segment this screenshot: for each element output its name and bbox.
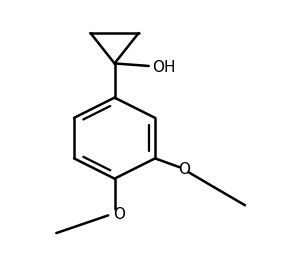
Text: O: O <box>178 162 190 177</box>
Text: O: O <box>114 207 126 222</box>
Text: OH: OH <box>152 60 176 75</box>
